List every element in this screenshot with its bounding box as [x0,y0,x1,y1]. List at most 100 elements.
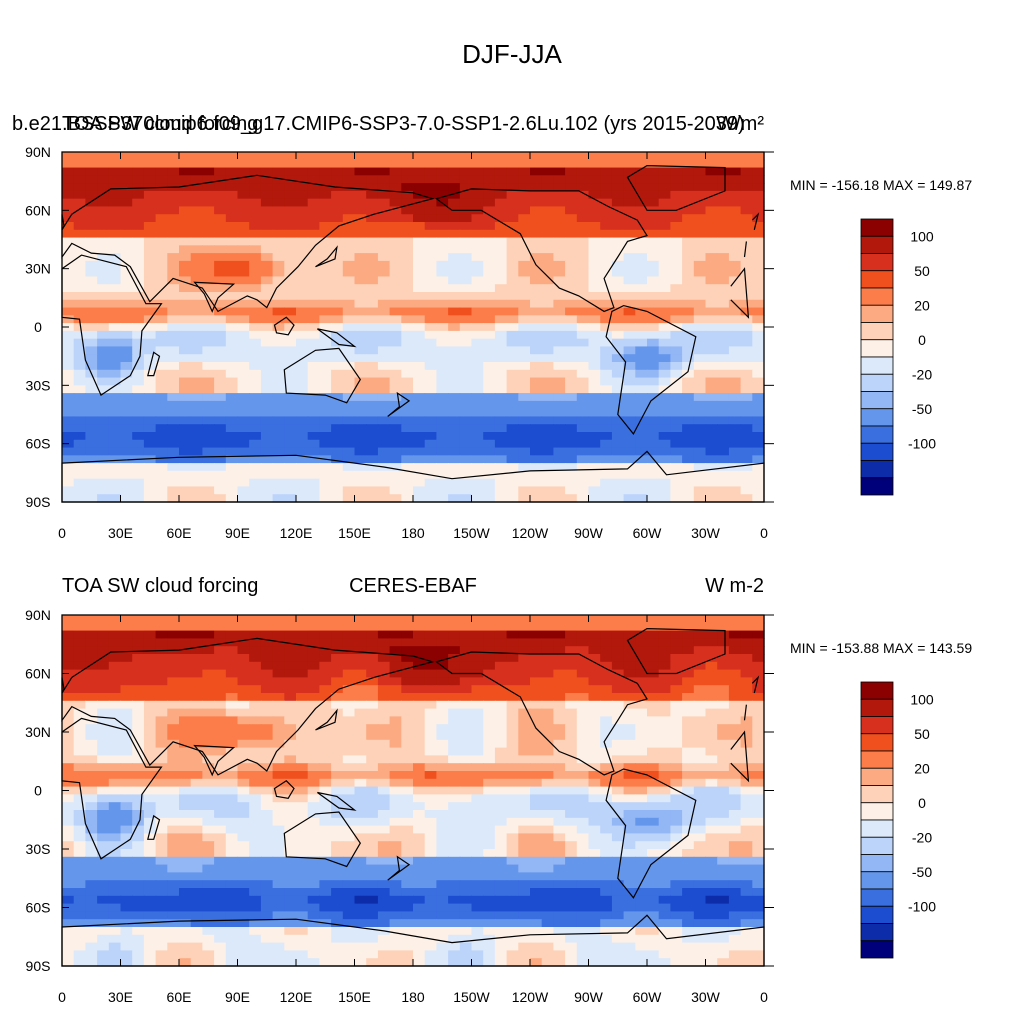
map-cell [436,693,448,701]
map-cell [331,455,343,463]
map-cell [343,818,355,826]
map-cell [741,199,753,207]
map-cell [694,191,706,199]
map-cell [85,222,97,230]
map-cell [565,168,577,176]
map-cell [109,463,121,471]
map-cell [226,245,238,253]
map-cell [495,716,507,724]
map-cell [682,479,694,487]
map-cell [624,810,636,818]
map-cell [179,424,191,432]
map-cell [97,826,109,834]
map-cell [647,833,659,841]
map-cell [741,670,753,678]
map-cell [167,253,179,261]
map-cell [425,740,437,748]
map-cell [577,732,589,740]
map-cell [191,740,203,748]
map-cell [553,841,565,849]
map-cell [530,308,542,316]
map-cell [577,833,589,841]
map-cell [706,662,718,670]
map-cell [261,238,273,246]
map-cell [425,448,437,456]
map-cell [74,896,86,904]
map-cell [624,802,636,810]
map-cell [542,448,554,456]
map-cell [600,378,612,386]
map-cell [530,670,542,678]
map-cell [331,818,343,826]
map-cell [331,214,343,222]
map-cell [62,471,74,479]
map-cell [518,865,530,873]
map-cell [97,416,109,424]
map-cell [261,432,273,440]
map-cell [74,631,86,639]
map-cell [542,818,554,826]
map-cell [612,199,624,207]
map-cell [390,230,402,238]
map-cell [273,794,285,802]
map-cell [495,748,507,756]
colorbar-box [861,219,893,236]
map-cell [308,701,320,709]
map-cell [132,175,144,183]
map-cell [600,857,612,865]
map-cell [85,888,97,896]
map-cell [97,685,109,693]
map-cell [436,261,448,269]
map-cell [144,269,156,277]
map-cell [214,646,226,654]
map-cell [553,732,565,740]
map-cell [109,810,121,818]
map-cell [507,638,519,646]
map-cell [109,646,121,654]
map-cell [355,261,367,269]
map-cell [717,245,729,253]
map-cell [565,416,577,424]
map-cell [717,740,729,748]
map-cell [518,432,530,440]
map-cell [366,693,378,701]
map-cell [741,857,753,865]
map-cell [401,810,413,818]
map-cell [752,865,764,873]
map-cell [85,276,97,284]
map-cell [530,787,542,795]
map-cell [366,865,378,873]
map-cell [624,261,636,269]
map-cell [167,269,179,277]
map-cell [355,740,367,748]
map-cell [460,771,472,779]
map-cell [62,755,74,763]
map-cell [507,818,519,826]
map-cell [238,787,250,795]
map-cell [518,888,530,896]
map-cell [62,857,74,865]
map-cell [565,230,577,238]
map-cell [132,448,144,456]
map-cell [483,841,495,849]
map-cell [647,261,659,269]
map-cell [121,183,133,191]
map-cell [670,300,682,308]
map-cell [249,238,261,246]
map-cell [343,471,355,479]
map-cell [238,183,250,191]
map-cell [624,724,636,732]
map-cell [378,261,390,269]
map-cell [355,199,367,207]
map-cell [413,175,425,183]
map-cell [343,779,355,787]
map-cell [249,432,261,440]
map-cell [238,654,250,662]
map-cell [296,479,308,487]
map-cell [85,709,97,717]
map-cell [202,654,214,662]
map-cell [296,230,308,238]
map-cell [167,346,179,354]
map-cell [647,385,659,393]
